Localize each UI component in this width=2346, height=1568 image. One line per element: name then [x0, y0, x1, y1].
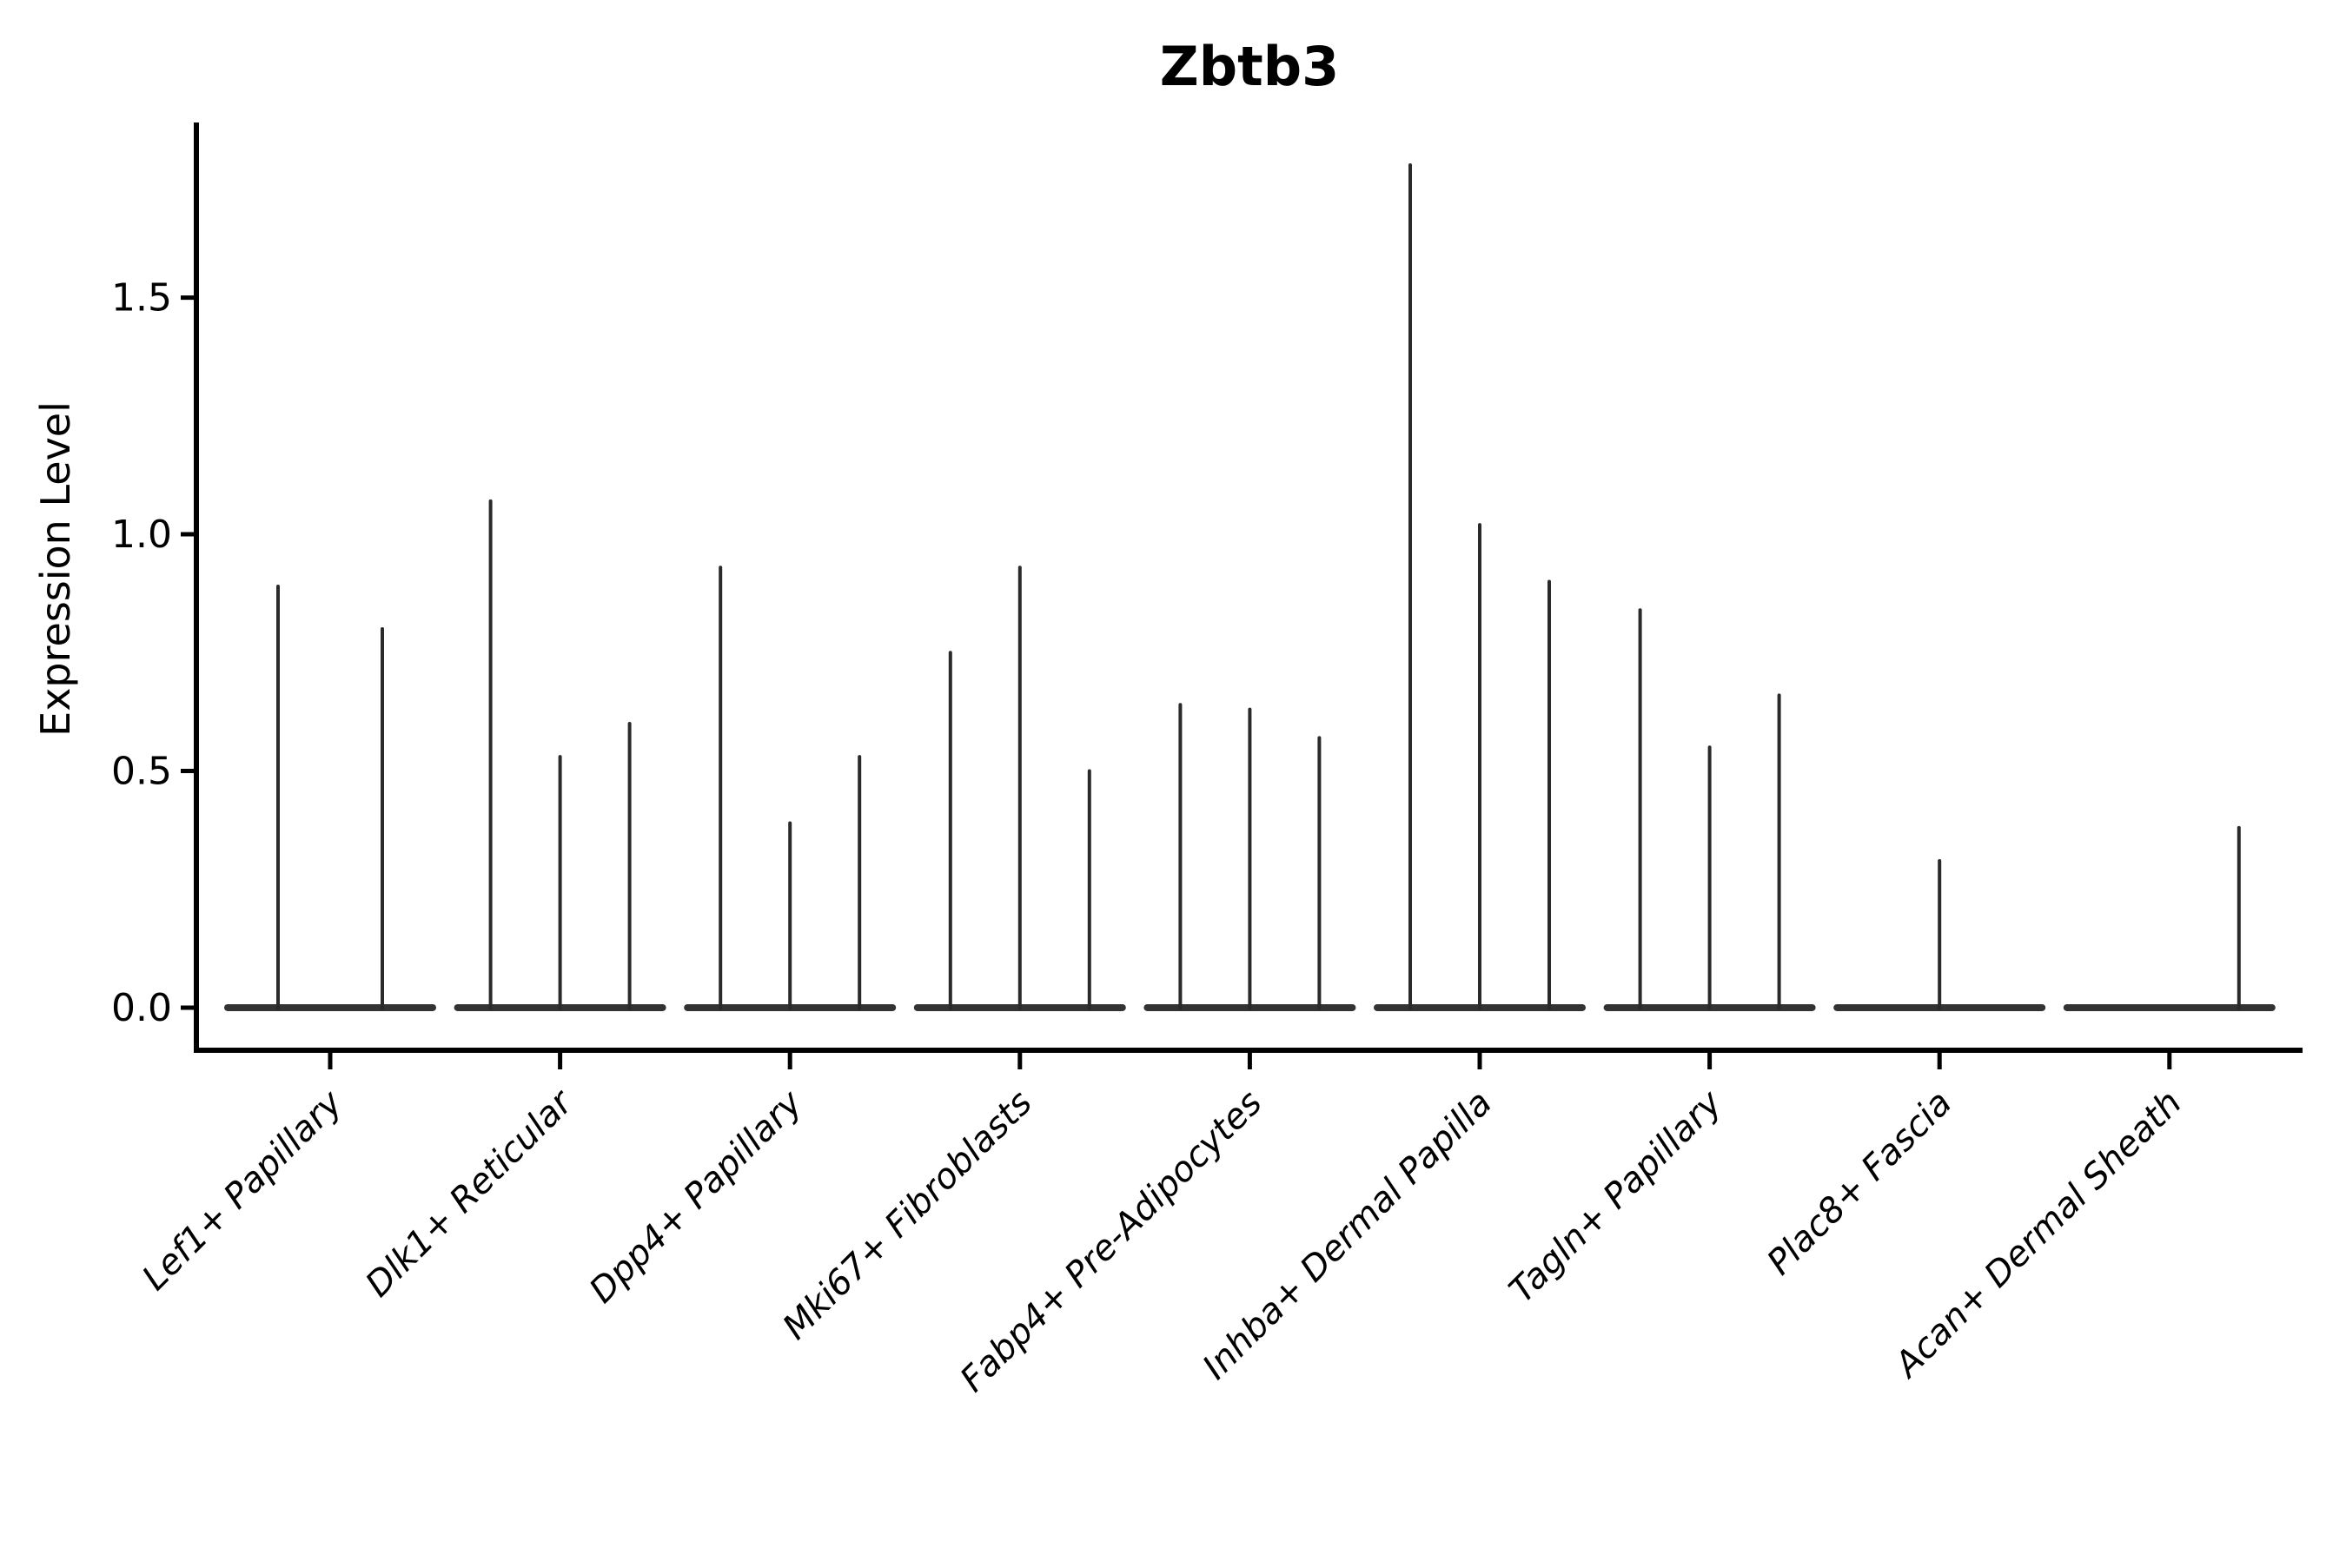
x-tick-label: Lef1+ Papillary — [135, 1082, 351, 1299]
axes-layer: 0.0 0.5 1.0 1.5 Lef1+ Papillary Dlk1+ Reticul… — [111, 122, 2303, 1399]
y-tick-label: 1.0 — [111, 513, 172, 557]
x-tick-label: Mki67+ Fibroblasts — [775, 1083, 1040, 1348]
y-axis-label: Expression Level — [32, 401, 79, 737]
x-tick-label: Plac8+ Fascia — [1760, 1083, 1959, 1283]
violins-layer — [224, 163, 2276, 1011]
y-tick-label: 0.0 — [111, 986, 172, 1030]
x-tick-label: Tagln+ Papillary — [1501, 1082, 1730, 1311]
x-tick-label: Dpp4+ Papillary — [582, 1082, 811, 1311]
x-tick-label: Dlk1+ Reticular — [358, 1082, 581, 1305]
plot-title: Zbtb3 — [1160, 35, 1340, 98]
y-tick-label: 0.5 — [111, 750, 172, 794]
y-tick-label: 1.5 — [111, 276, 172, 321]
